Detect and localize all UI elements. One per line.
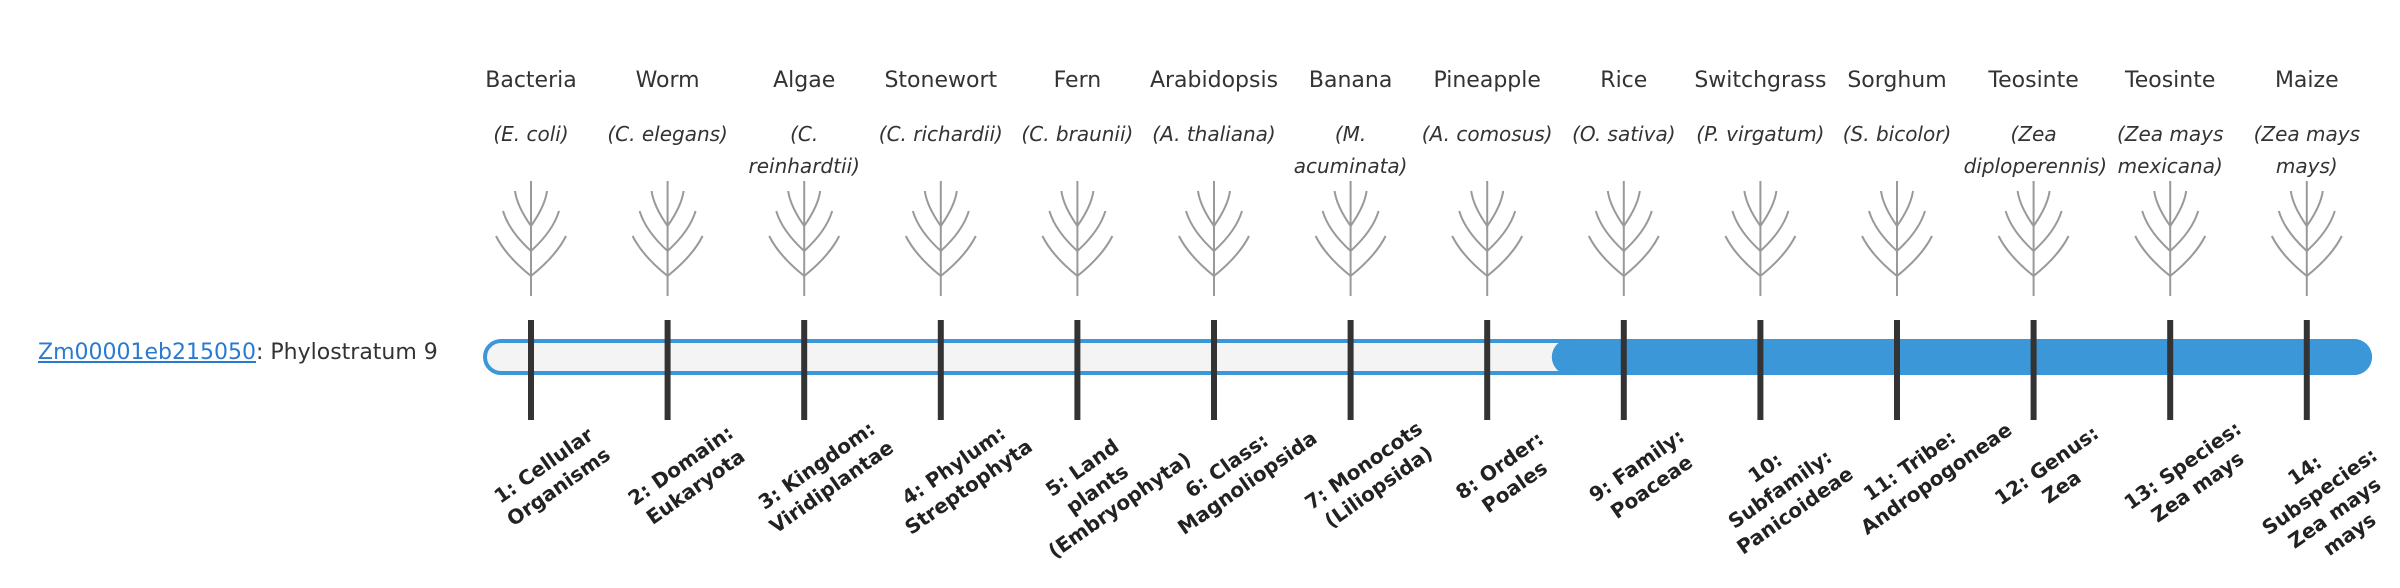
organism-illustration	[768, 180, 841, 297]
organism-illustration	[1587, 180, 1660, 297]
organism-illustration	[2270, 180, 2343, 297]
species-name: (A. comosus)	[1421, 122, 1553, 146]
organism-illustration	[1997, 180, 2070, 297]
organism-illustration	[1314, 180, 1387, 297]
species-name: (C. reinhardtii)	[748, 122, 860, 178]
organism-name: Stonewort	[884, 68, 998, 93]
species-name: (E. coli)	[493, 122, 569, 146]
species-name: (A. thaliana)	[1152, 122, 1276, 146]
organism-illustration	[2134, 180, 2207, 297]
organism-illustration	[1041, 180, 1114, 297]
species-name: (O. sativa)	[1572, 122, 1676, 146]
species-name: (Zea mays mays)	[2253, 122, 2360, 178]
organism-illustration	[631, 180, 704, 297]
organism-name: Rice	[1600, 68, 1648, 93]
organism-name: Teosinte	[2125, 68, 2216, 93]
species-name: (M. acuminata)	[1293, 122, 1408, 178]
gene-link[interactable]: Zm00001eb215050	[38, 340, 256, 365]
organism-illustration	[495, 180, 567, 297]
organism-name: Banana	[1308, 68, 1393, 93]
organism-name: Switchgrass	[1694, 68, 1827, 93]
organism-name: Bacteria	[485, 68, 577, 93]
organism-name: Arabidopsis	[1149, 68, 1279, 93]
organism-illustration	[1861, 180, 1933, 297]
organism-illustration	[1724, 180, 1797, 297]
species-name: (Zea mays mexicana)	[2116, 122, 2224, 178]
organism-name: Algae	[773, 68, 836, 93]
organism-name: Sorghum	[1847, 68, 1947, 93]
phylostratum-label: : Phylostratum 9	[255, 340, 438, 365]
species-name: (C. richardii)	[878, 122, 1003, 146]
gene-label: Zm00001eb215050: Phylostratum 9	[38, 340, 438, 365]
species-name: (C. elegans)	[607, 122, 728, 146]
organism-name: Pineapple	[1433, 68, 1541, 93]
bar-fill	[1551, 339, 2372, 375]
organism-illustration	[904, 180, 977, 297]
organism-illustration	[1178, 180, 1250, 297]
species-name: (S. bicolor)	[1842, 122, 1952, 146]
organism-name: Worm	[635, 68, 700, 93]
organism-name: Maize	[2274, 68, 2339, 93]
organism-illustration	[1451, 180, 1524, 297]
species-name: (C. braunii)	[1021, 122, 1134, 146]
organism-name: Fern	[1053, 68, 1102, 93]
species-name: (Zea diploperennis)	[1963, 122, 2107, 178]
organism-name: Teosinte	[1988, 68, 2079, 93]
species-name: (P. virgatum)	[1696, 122, 1825, 146]
